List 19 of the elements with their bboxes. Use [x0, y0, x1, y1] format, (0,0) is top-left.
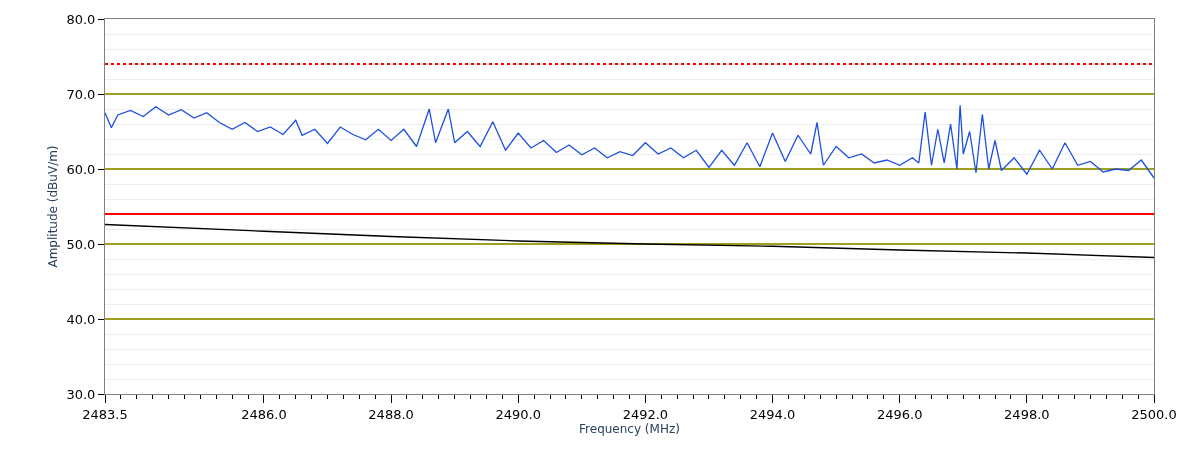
x-tick-label: 2494.0	[749, 406, 796, 422]
line-series	[105, 104, 1154, 179]
y-tick-label: 70.0	[66, 86, 96, 102]
y-tick-label: 60.0	[66, 161, 96, 177]
x-tick-label: 2496.0	[876, 406, 923, 422]
y-tick-label: 50.0	[66, 236, 96, 252]
x-tick-label: 2488.0	[368, 406, 414, 422]
x-tick-label: 2498.0	[1004, 406, 1050, 422]
line-series	[105, 223, 1154, 259]
y-tick-label: 40.0	[66, 311, 96, 327]
x-tick-label: 2492.0	[622, 406, 669, 422]
y-axis-title: Amplitude (dBuV/m)	[45, 145, 60, 268]
x-tick-label: 2500.0	[1131, 406, 1177, 422]
x-tick-label: 2483.5	[82, 406, 128, 422]
x-tick-label: 2490.0	[495, 406, 541, 422]
x-tick-label: 2486.0	[241, 406, 287, 422]
y-tick-label: 80.0	[66, 11, 96, 27]
x-axis-title: Frequency (MHz)	[579, 422, 680, 437]
y-tick-label: 30.0	[66, 386, 96, 402]
